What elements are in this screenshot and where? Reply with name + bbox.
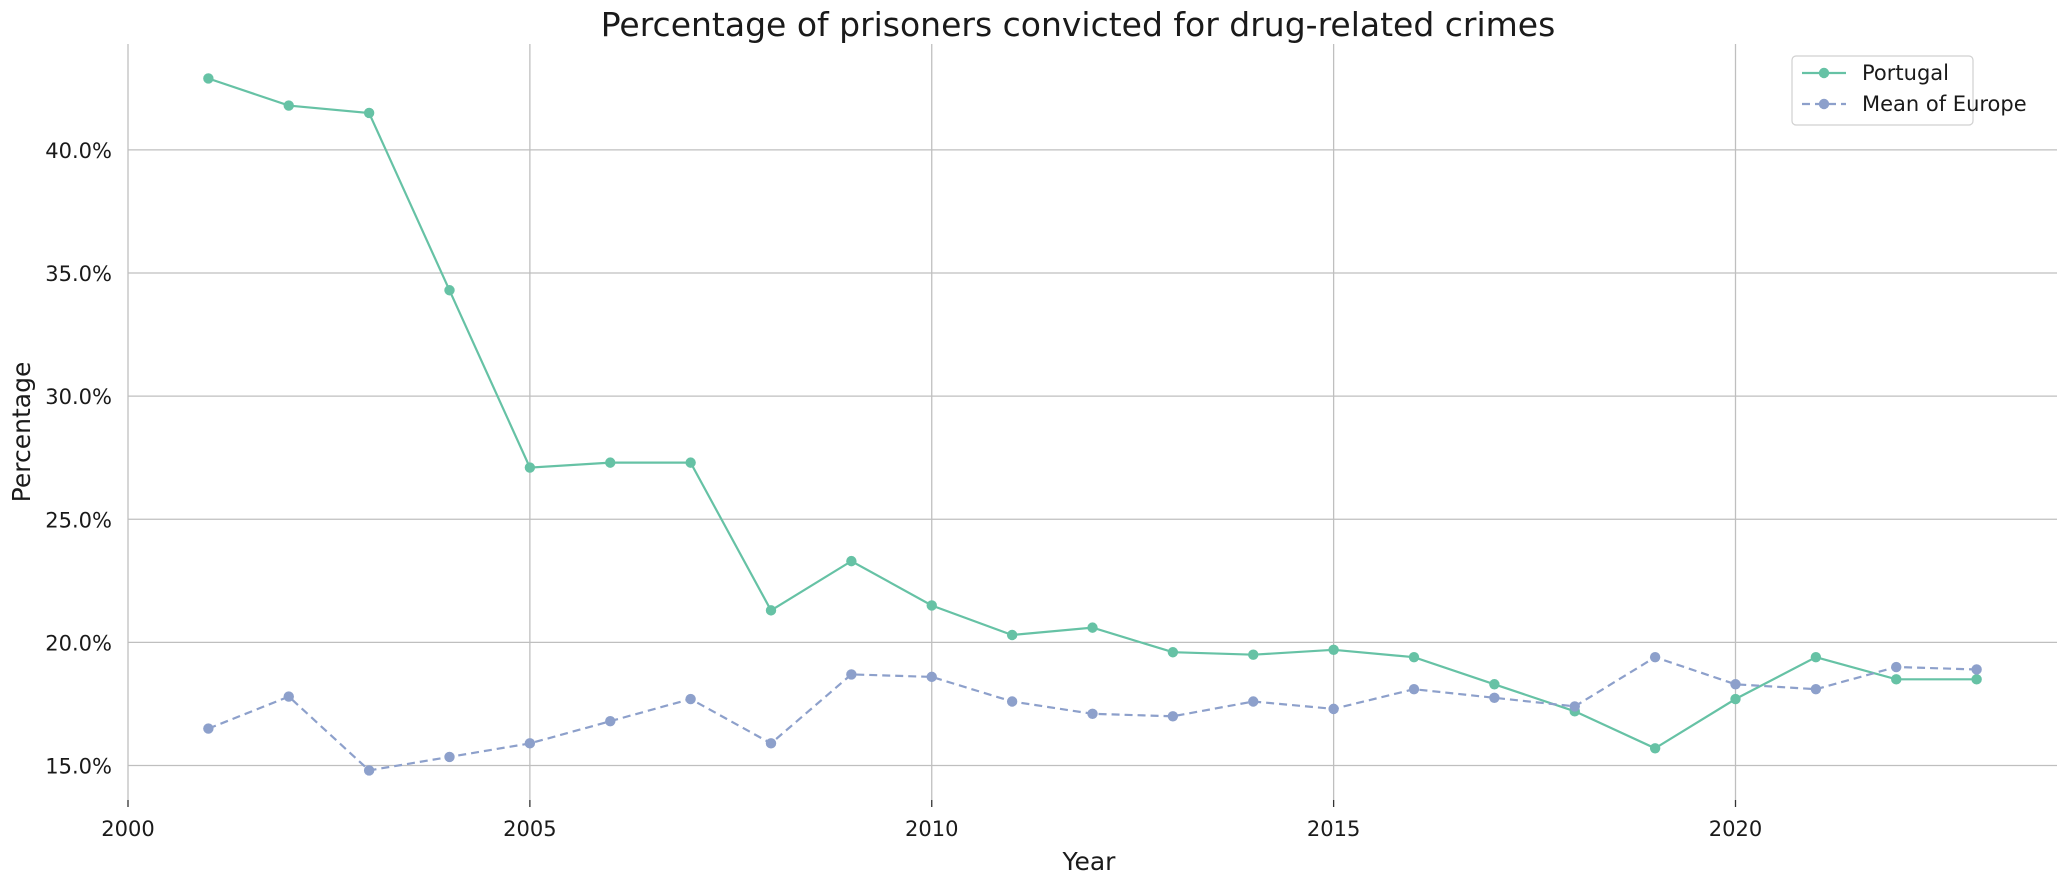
legend-label: Mean of Europe — [1862, 92, 2027, 116]
data-point — [765, 605, 777, 616]
x-tick-label: 2020 — [1709, 817, 1762, 841]
data-point — [605, 715, 616, 727]
data-point — [1408, 683, 1420, 695]
data-point — [1649, 651, 1661, 663]
y-axis-label: Percentage — [7, 362, 36, 503]
data-point — [846, 555, 857, 567]
series-line-portugal — [208, 77, 1977, 750]
data-point — [1167, 711, 1179, 722]
data-point — [363, 765, 375, 776]
data-point — [1248, 696, 1259, 707]
data-point — [926, 600, 937, 611]
y-tick-label: 25.0% — [45, 508, 112, 532]
data-point — [1569, 701, 1580, 712]
series-layer — [203, 73, 1982, 776]
data-point — [1328, 644, 1339, 655]
data-point — [1087, 708, 1098, 720]
legend-label: Portugal — [1862, 61, 1949, 85]
y-tick-label: 35.0% — [45, 262, 112, 286]
data-point — [1649, 743, 1661, 754]
data-point — [1167, 647, 1179, 658]
data-point — [1971, 664, 1982, 675]
data-point — [524, 738, 536, 749]
data-point — [926, 671, 937, 683]
legend-item-portugal: Portugal — [1802, 61, 1949, 85]
data-point — [1730, 679, 1741, 690]
legend-item-mean-of-europe: Mean of Europe — [1802, 92, 2027, 116]
chart-title: Percentage of prisoners convicted for dr… — [601, 5, 1556, 44]
data-point — [1810, 651, 1822, 663]
tick-layer: 2000 2005 2010 2015 2020 15.0% 20.0% 25.0% 30.0%… — [45, 139, 1762, 841]
data-point — [1730, 693, 1741, 705]
data-point — [444, 285, 455, 296]
y-tick-label: 15.0% — [45, 755, 112, 779]
x-tick-label: 2000 — [101, 817, 154, 841]
x-axis-label: Year — [1062, 847, 1117, 876]
data-point — [203, 73, 214, 84]
x-tick-label: 2015 — [1307, 817, 1360, 841]
data-point — [363, 107, 375, 119]
grid-layer — [127, 44, 2057, 800]
data-point — [1489, 679, 1500, 690]
data-point — [1087, 622, 1098, 633]
data-point — [1891, 674, 1902, 685]
data-point — [444, 751, 455, 763]
data-point — [1248, 649, 1259, 660]
data-point — [1006, 629, 1018, 641]
data-point — [846, 669, 857, 680]
data-point — [765, 738, 777, 749]
legend-marker — [1818, 67, 1830, 79]
data-point — [1328, 703, 1339, 715]
data-point — [524, 462, 536, 473]
legend: Portugal Mean of Europe — [1791, 55, 2027, 126]
legend-marker — [1818, 98, 1830, 110]
data-point — [1810, 683, 1822, 695]
series-mean-of-europe — [203, 651, 1982, 776]
x-tick-label: 2010 — [905, 817, 958, 841]
data-point — [283, 100, 294, 111]
data-point — [1489, 692, 1500, 704]
y-tick-label: 30.0% — [45, 385, 112, 409]
data-point — [203, 723, 214, 734]
data-point — [1006, 696, 1018, 707]
x-tick-label: 2005 — [503, 817, 556, 841]
data-point — [1891, 661, 1902, 673]
series-portugal — [203, 73, 1982, 754]
legend-items: Portugal Mean of Europe — [1802, 61, 2027, 116]
data-point — [283, 691, 294, 702]
data-point — [605, 457, 616, 468]
y-tick-label: 40.0% — [45, 139, 112, 163]
data-point — [685, 693, 696, 705]
data-point — [1408, 651, 1420, 663]
data-point — [685, 457, 696, 468]
y-tick-label: 20.0% — [45, 631, 112, 655]
data-point — [1971, 674, 1982, 685]
